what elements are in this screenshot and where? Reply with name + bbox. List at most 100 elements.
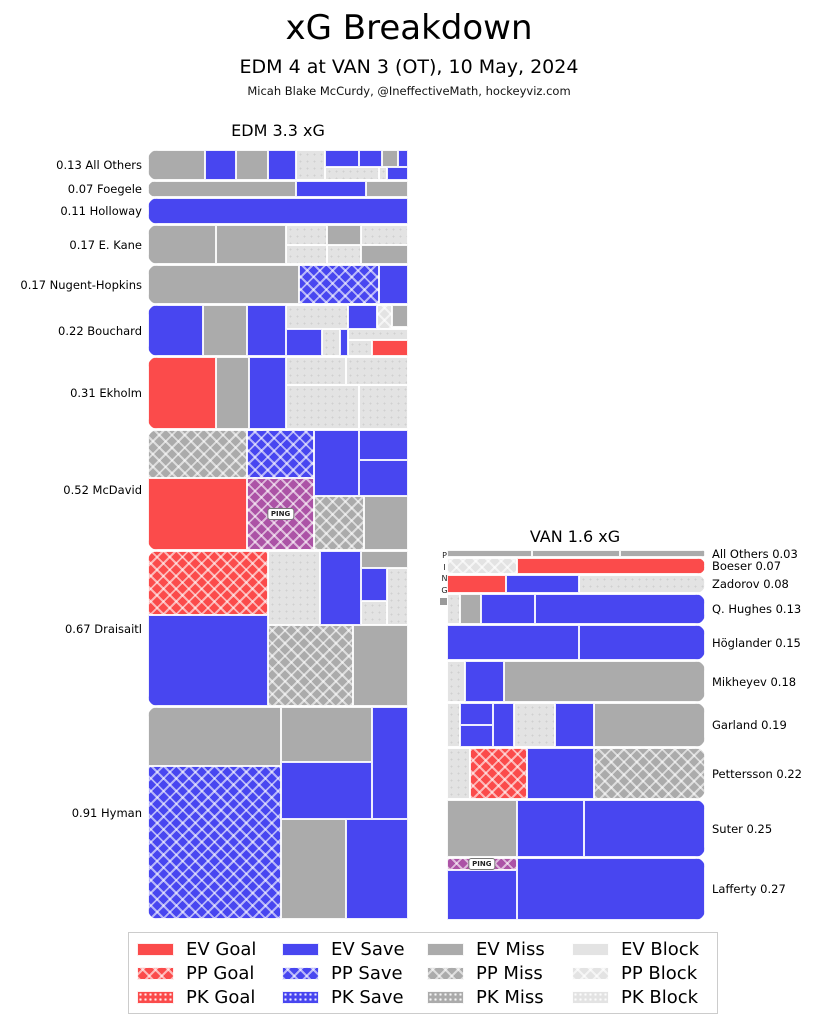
save-solid-block — [447, 870, 517, 920]
save-solid-block — [371, 707, 408, 820]
edm-row-e-kane — [148, 225, 408, 264]
page-title: xG Breakdown — [285, 8, 533, 48]
save-solid-block — [358, 150, 382, 167]
save-solid-block — [148, 614, 268, 706]
save-solid-block — [534, 594, 705, 624]
save-solid-block — [555, 703, 595, 747]
van-row-pettersson — [447, 748, 705, 799]
block-solid-block — [285, 244, 328, 264]
legend-grid: EV Goal EV Save EV Miss EV Block PP Goal PP S… — [129, 933, 717, 1013]
miss-solid-block — [447, 550, 533, 557]
van-row-label-mikheyev: Mikheyev 0.18 — [712, 674, 797, 689]
edm-row-label-e-kane: 0.17 E. Kane — [69, 237, 142, 252]
block-cross-block — [376, 305, 393, 330]
block-solid-block — [322, 329, 341, 356]
block-solid-block — [296, 150, 325, 180]
save-cross-block — [246, 430, 315, 478]
van-row-label-lafferty: Lafferty 0.27 — [712, 882, 786, 896]
block-solid-block — [348, 339, 372, 356]
edm-row-draisaitl — [148, 551, 408, 706]
edm-row-label-mcdavid: 0.52 McDavid — [63, 483, 142, 497]
miss-solid-block — [148, 225, 216, 264]
edm-row-nugent-hopkins — [148, 265, 408, 304]
van-row-q-hughes — [447, 594, 705, 624]
van-panel-title: VAN 1.6 xG — [529, 527, 621, 546]
credit-line: Micah Blake McCurdy, @IneffectiveMath, h… — [247, 84, 571, 98]
van-row-label-q-hughes: Q. Hughes 0.13 — [712, 602, 802, 616]
miss-cross-block — [267, 625, 354, 706]
miss-solid-block — [619, 550, 705, 557]
block-solid-block — [267, 551, 320, 626]
legend-label: PK Block — [621, 986, 699, 1008]
goal-solid-block — [516, 558, 705, 574]
edm-row-bouchard — [148, 305, 408, 356]
miss-solid-block — [280, 819, 346, 919]
edm-row-label-holloway: 0.11 Holloway — [60, 204, 142, 218]
van-row-all-others — [447, 550, 705, 557]
edm-row-mcdavid: PING — [148, 430, 408, 550]
save-solid-block — [348, 305, 377, 330]
van-row-label-h-glander: Höglander 0.15 — [712, 635, 801, 650]
legend-label: PK Save — [331, 986, 404, 1008]
van-row-boeser — [447, 558, 705, 574]
save-solid-block — [314, 430, 359, 496]
goal-solid-block — [148, 478, 247, 550]
goal-solid-block — [148, 357, 216, 429]
goal-solid-block — [371, 339, 408, 356]
miss-solid-block — [353, 625, 408, 706]
edm-row-label-nugent-hopkins: 0.17 Nugent-Hopkins — [20, 277, 142, 292]
save-solid-block — [465, 661, 504, 702]
legend-swatch-pp-goal — [137, 966, 174, 980]
ping-chip: PING — [468, 858, 496, 871]
miss-solid-block — [148, 707, 281, 767]
block-solid-block — [285, 357, 346, 386]
edm-row-label-ekholm: 0.31 Ekholm — [70, 386, 142, 400]
legend-item: PK Goal — [137, 987, 282, 1008]
block-solid-block — [345, 357, 408, 386]
legend-swatch-ev-save — [282, 942, 319, 956]
legend-label: EV Goal — [186, 938, 257, 960]
block-solid-block — [348, 329, 408, 340]
legend-swatch-pp-miss — [427, 966, 464, 980]
legend-label: PK Goal — [186, 986, 256, 1008]
legend-swatch-ev-block — [572, 942, 609, 956]
block-solid-block — [361, 600, 388, 626]
save-solid-block — [148, 198, 408, 224]
block-solid-block — [285, 305, 349, 330]
legend-label: PP Miss — [476, 962, 543, 984]
save-solid-block — [387, 166, 408, 180]
save-solid-block — [459, 703, 494, 725]
legend-item: PK Miss — [427, 987, 572, 1008]
save-solid-block — [246, 305, 286, 356]
ping-axis-mark — [440, 598, 447, 605]
miss-solid-block — [532, 550, 620, 557]
ping-cross-block: PING — [447, 858, 517, 871]
van-row-label-garland: Garland 0.19 — [712, 718, 787, 732]
miss-solid-block — [361, 551, 408, 569]
save-solid-block — [480, 594, 535, 624]
block-solid-block — [285, 225, 328, 245]
van-row-garland — [447, 703, 705, 747]
legend-item: EV Save — [282, 939, 427, 960]
edm-row-all-others — [148, 150, 408, 180]
edm-row-label-draisaitl: 0.67 Draisaitl — [64, 621, 142, 636]
edm-row-hyman — [148, 707, 408, 919]
save-solid-block — [493, 703, 515, 747]
miss-solid-block — [148, 265, 299, 304]
page-subtitle: EDM 4 at VAN 3 (OT), 10 May, 2024 — [239, 56, 579, 78]
legend-swatch-pp-save — [282, 966, 319, 980]
van-row-zadorov — [447, 575, 705, 593]
ping-chip: PING — [266, 508, 295, 520]
legend-label: PP Block — [621, 962, 698, 984]
block-solid-block — [447, 703, 460, 747]
van-row-suter — [447, 800, 705, 857]
save-solid-block — [516, 800, 584, 857]
miss-solid-block — [363, 496, 408, 550]
miss-cross-block — [314, 496, 364, 550]
block-solid-block — [324, 166, 380, 180]
legend-label: PP Goal — [186, 962, 255, 984]
save-solid-block — [506, 575, 579, 593]
goal-cross-block — [148, 551, 268, 615]
edm-panel-title: EDM 3.3 xG — [231, 121, 325, 140]
save-solid-block — [361, 568, 388, 601]
